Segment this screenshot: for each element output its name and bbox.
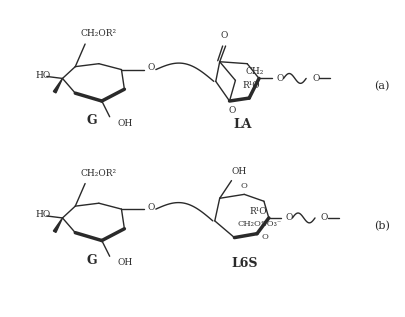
Text: O: O: [220, 31, 228, 40]
Text: O: O: [147, 63, 154, 72]
Text: O: O: [228, 106, 236, 115]
Text: CH₂OR²: CH₂OR²: [81, 169, 117, 178]
Text: O: O: [285, 213, 292, 223]
Text: (b): (b): [373, 221, 389, 231]
Text: L6S: L6S: [230, 257, 257, 270]
Text: CH₂: CH₂: [245, 67, 263, 76]
Text: OH: OH: [117, 258, 132, 267]
Text: CH₂OSO₃⁻: CH₂OSO₃⁻: [237, 220, 281, 228]
Text: OH: OH: [117, 119, 132, 128]
Text: G: G: [86, 114, 97, 127]
Text: G: G: [86, 254, 97, 267]
Text: O: O: [276, 74, 283, 83]
Text: O: O: [147, 203, 154, 212]
Text: HO: HO: [35, 210, 51, 219]
Text: R¹O: R¹O: [249, 207, 266, 216]
Text: O: O: [311, 74, 319, 83]
Text: (a): (a): [373, 81, 388, 91]
Text: O: O: [240, 182, 247, 191]
Polygon shape: [53, 78, 62, 93]
Text: O: O: [261, 233, 268, 241]
Text: OH: OH: [231, 167, 246, 176]
Text: LA: LA: [232, 118, 251, 131]
Text: O: O: [320, 213, 328, 223]
Polygon shape: [53, 218, 62, 232]
Text: HO: HO: [35, 71, 51, 80]
Text: CH₂OR²: CH₂OR²: [81, 29, 117, 38]
Text: R¹O: R¹O: [242, 81, 259, 90]
